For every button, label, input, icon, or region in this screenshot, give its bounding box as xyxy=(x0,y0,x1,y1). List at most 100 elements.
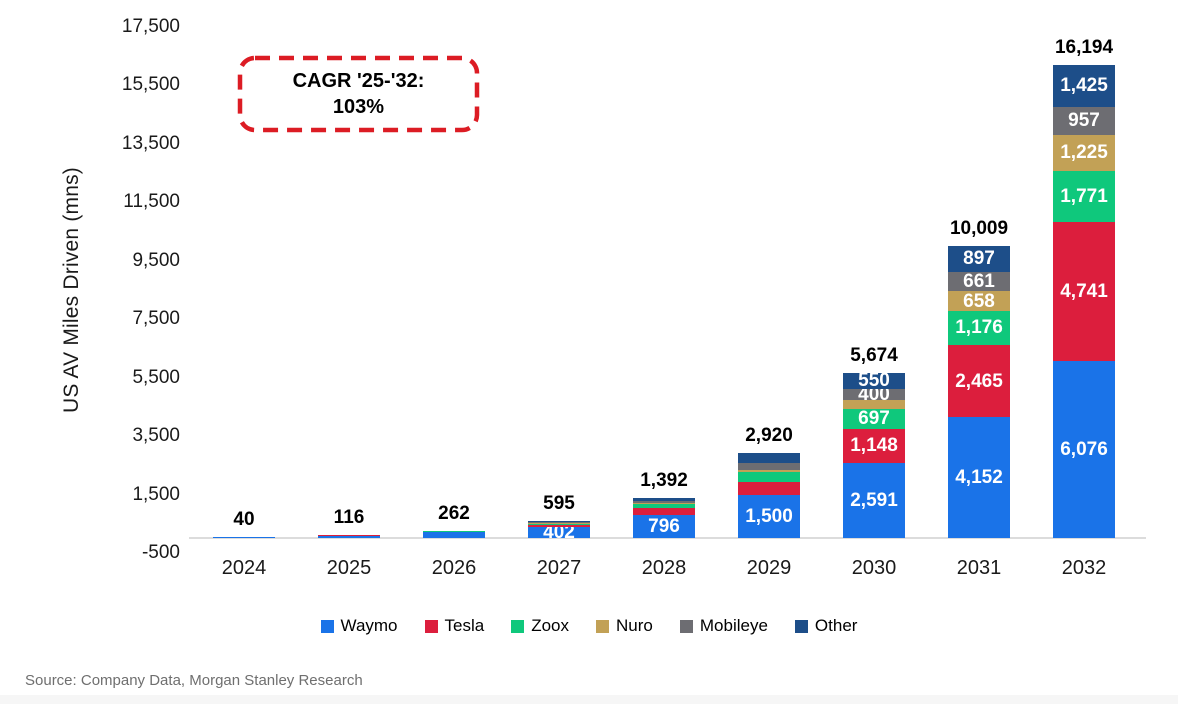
bar-segment-tesla-2032: 4,741 xyxy=(1053,222,1115,361)
segment-value-label: 661 xyxy=(963,271,995,293)
legend-marker-zoox xyxy=(511,619,525,633)
legend-marker-other xyxy=(794,619,808,633)
bar-segment-mobileye-2029 xyxy=(738,462,800,470)
segment-value-label: 402 xyxy=(543,522,575,544)
bar-segment-nuro-2027 xyxy=(528,522,590,524)
bar-total-label: 10,009 xyxy=(949,217,1009,239)
segment-value-label: 1,425 xyxy=(1060,75,1108,97)
segment-value-label: 400 xyxy=(858,383,890,405)
cagr-callout: CAGR '25-'32: 103% xyxy=(237,55,480,133)
legend-item-tesla: Tesla xyxy=(424,616,485,636)
bar-segment-zoox-2029 xyxy=(738,472,800,482)
bar-segment-waymo-2024 xyxy=(213,537,275,539)
legend-item-waymo: Waymo xyxy=(320,616,398,636)
x-axis-tick-label: 2025 xyxy=(326,557,372,579)
legend-marker-mobileye xyxy=(679,619,693,633)
segment-value-label: 1,771 xyxy=(1060,185,1108,207)
cagr-dashed-border xyxy=(237,55,480,133)
y-axis-tick-label: 15,500 xyxy=(121,74,180,96)
legend-label: Waymo xyxy=(340,616,398,635)
segment-value-label: 4,152 xyxy=(955,467,1003,489)
legend-marker-nuro xyxy=(596,619,610,633)
bar-segment-zoox-2032: 1,771 xyxy=(1053,170,1115,223)
bar-segment-waymo-2028: 796 xyxy=(633,515,695,539)
legend-item-other: Other xyxy=(794,616,858,636)
bar-segment-tesla-2028 xyxy=(633,508,695,516)
y-axis-tick-label: 3,500 xyxy=(132,425,180,447)
bar-segment-other-2029 xyxy=(738,453,800,463)
legend-marker-waymo xyxy=(320,619,334,633)
x-axis-tick-label: 2028 xyxy=(641,557,687,579)
y-axis-tick-label: 11,500 xyxy=(123,191,180,213)
bar-segment-zoox-2028 xyxy=(633,503,695,509)
bar-segment-tesla-2030: 1,148 xyxy=(843,429,905,463)
y-axis-tick-label: -500 xyxy=(141,542,180,563)
legend-label: Mobileye xyxy=(699,616,768,635)
segment-value-label: 2,591 xyxy=(850,490,898,512)
bar-segment-waymo-2031: 4,152 xyxy=(948,417,1010,539)
cagr-text-line2: 103% xyxy=(332,96,385,118)
bar-total-label: 1,392 xyxy=(640,469,688,491)
bar-segment-other-2031: 897 xyxy=(948,245,1010,273)
source-note: Source: Company Data, Morgan Stanley Res… xyxy=(25,672,363,689)
bar-segment-other-2028 xyxy=(633,497,695,501)
x-axis-tick-label: 2024 xyxy=(221,557,267,579)
segment-value-label: 796 xyxy=(648,516,680,538)
segment-value-label: 697 xyxy=(858,408,890,430)
bar-segment-waymo-2029: 1,500 xyxy=(738,494,800,539)
bar-segment-tesla-2031: 2,465 xyxy=(948,345,1010,418)
x-axis-tick-label: 2031 xyxy=(956,557,1002,579)
bar-segment-zoox-2031: 1,176 xyxy=(948,310,1010,346)
bar-segment-tesla-2027 xyxy=(528,524,590,527)
segment-value-label: 897 xyxy=(963,248,995,270)
segment-value-label: 957 xyxy=(1068,110,1100,132)
x-axis-tick-label: 2030 xyxy=(851,557,897,579)
legend-label: Nuro xyxy=(616,616,653,635)
legend-label: Tesla xyxy=(444,616,485,635)
bar-segment-zoox-2030: 697 xyxy=(843,408,905,430)
bar-segment-nuro-2028 xyxy=(633,502,695,504)
cagr-text-line1: CAGR '25-'32: xyxy=(292,70,425,92)
segment-value-label: 1,176 xyxy=(955,317,1003,339)
bar-total-label: 116 xyxy=(333,506,365,528)
bar-total-label: 2,920 xyxy=(745,425,793,447)
bar-segment-waymo-2032: 6,076 xyxy=(1053,360,1115,539)
x-axis-tick-label: 2029 xyxy=(746,557,792,579)
segment-value-label: 550 xyxy=(858,370,890,392)
y-axis-tick-label: 1,500 xyxy=(132,483,180,505)
bar-segment-waymo-2030: 2,591 xyxy=(843,462,905,539)
legend-label: Other xyxy=(814,616,858,635)
bar-segment-waymo-2026 xyxy=(423,531,485,539)
bar-segment-waymo-2027: 402 xyxy=(528,523,590,542)
legend-label: Zoox xyxy=(531,616,570,635)
legend-item-nuro: Nuro xyxy=(596,616,653,636)
bar-segment-other-2027 xyxy=(528,521,590,523)
segment-value-label: 4,741 xyxy=(1060,281,1108,303)
y-axis-tick-label: 13,500 xyxy=(121,132,180,154)
bar-segment-other-2032: 1,425 xyxy=(1053,65,1115,107)
bar-segment-mobileye-2032: 957 xyxy=(1053,106,1115,135)
bar-segment-nuro-2031: 658 xyxy=(948,290,1010,312)
x-axis-tick-label: 2026 xyxy=(431,557,477,579)
segment-value-label: 1,225 xyxy=(1060,142,1108,164)
bar-total-label: 40 xyxy=(233,509,255,531)
bar-segment-waymo-2025 xyxy=(318,535,380,539)
bar-segment-mobileye-2030: 400 xyxy=(843,385,905,404)
y-axis-tick-label: 17,500 xyxy=(121,16,180,37)
bar-segment-other-2030: 550 xyxy=(843,370,905,392)
bar-segment-mobileye-2028 xyxy=(633,500,695,503)
segment-value-label: 1,148 xyxy=(850,435,898,457)
bar-segment-nuro-2032: 1,225 xyxy=(1053,134,1115,171)
bar-segment-mobileye-2031: 661 xyxy=(948,271,1010,293)
bar-total-label: 5,674 xyxy=(850,344,898,366)
bottom-divider-band xyxy=(0,695,1178,704)
legend-marker-tesla xyxy=(424,619,438,633)
bar-segment-nuro-2030 xyxy=(843,400,905,409)
bar-segment-mobileye-2027 xyxy=(528,522,590,523)
legend-item-mobileye: Mobileye xyxy=(679,616,768,636)
segment-value-label: 658 xyxy=(963,290,995,312)
bar-total-label: 262 xyxy=(438,502,470,524)
y-axis-tick-label: 7,500 xyxy=(132,308,180,330)
